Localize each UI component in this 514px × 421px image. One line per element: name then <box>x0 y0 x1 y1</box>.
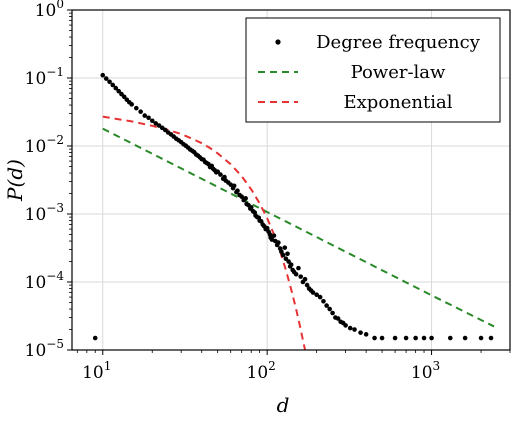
data-point <box>421 335 427 341</box>
data-point <box>330 310 335 316</box>
data-point <box>392 335 398 341</box>
data-point <box>116 88 121 94</box>
data-point <box>379 335 385 341</box>
data-point <box>293 271 299 277</box>
data-point <box>107 79 112 85</box>
plot-frame <box>71 9 511 351</box>
data-point <box>488 335 494 341</box>
data-point <box>282 245 288 250</box>
data-point <box>134 105 139 111</box>
data-point <box>310 290 316 295</box>
data-point <box>222 174 227 180</box>
x-tick-label: 103 <box>411 359 440 383</box>
x-tick-label: 102 <box>247 359 276 383</box>
data-point <box>271 233 277 238</box>
x-axis-label: d <box>277 393 290 416</box>
data-point <box>403 335 409 341</box>
data-point <box>92 335 98 341</box>
y-tick-label: 100 <box>35 0 64 21</box>
data-point <box>280 252 286 258</box>
data-point <box>286 259 291 264</box>
y-tick-label: 10−2 <box>25 133 64 157</box>
legend-label: Degree frequency <box>316 32 481 53</box>
data-point <box>429 335 434 341</box>
data-point <box>372 335 377 341</box>
data-point <box>149 118 155 124</box>
data-point <box>264 225 270 231</box>
series-line-exponential <box>102 115 307 350</box>
data-point <box>110 82 116 88</box>
data-point <box>413 335 418 341</box>
data-point <box>314 292 319 298</box>
y-tick-label: 10−1 <box>25 65 64 89</box>
data-point <box>142 113 148 118</box>
data-point <box>321 299 326 304</box>
data-point <box>113 85 119 91</box>
legend-marker <box>275 39 281 45</box>
data-point <box>100 72 106 78</box>
y-tick-label: 10−3 <box>25 201 64 225</box>
data-point <box>296 265 301 271</box>
data-point <box>298 274 304 279</box>
legend-label: Power-law <box>351 62 446 83</box>
y-tick-label: 10−4 <box>25 269 65 293</box>
data-point <box>288 262 294 267</box>
data-point <box>462 335 468 341</box>
legend-label: Exponential <box>344 92 453 113</box>
data-point <box>347 325 353 331</box>
data-point <box>228 182 233 187</box>
data-point <box>103 76 109 81</box>
data-point <box>248 205 254 210</box>
data-point <box>304 282 310 288</box>
data-point <box>129 102 135 107</box>
data-point <box>447 335 453 341</box>
data-point <box>243 196 248 201</box>
degree-frequency-points <box>92 72 494 341</box>
data-point <box>285 251 290 257</box>
data-point <box>239 194 244 199</box>
data-point <box>218 172 223 177</box>
data-point <box>302 276 308 282</box>
data-point <box>327 306 332 312</box>
y-tick-label: 10−5 <box>25 337 64 361</box>
legend-box <box>245 17 501 123</box>
y-axis-label: P(d) <box>3 159 27 202</box>
data-point <box>138 109 143 114</box>
series-line-power-law <box>102 127 495 328</box>
data-point <box>153 121 159 126</box>
x-tick-label: 101 <box>82 359 111 383</box>
data-point <box>335 316 341 321</box>
data-point <box>231 183 237 189</box>
data-point <box>324 303 329 308</box>
data-point <box>215 169 220 174</box>
data-point <box>363 332 369 337</box>
data-point <box>156 123 162 128</box>
data-point <box>276 240 281 245</box>
data-point <box>478 335 484 341</box>
data-point <box>343 323 348 328</box>
data-point <box>352 327 357 332</box>
legend: Degree frequency Power-law Exponential <box>245 17 501 123</box>
data-point <box>146 115 151 121</box>
data-point <box>358 330 363 335</box>
data-point <box>317 294 323 300</box>
data-point <box>235 188 240 194</box>
